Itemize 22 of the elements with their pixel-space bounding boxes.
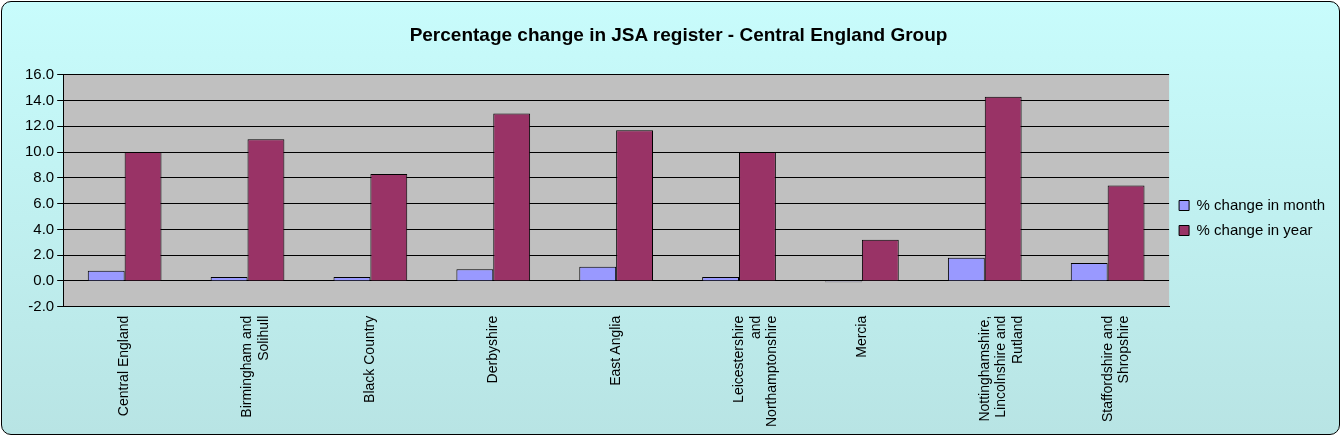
legend-label: % change in month	[1196, 195, 1326, 213]
y-tick-label: 10.0	[24, 142, 55, 160]
x-tick-label: Nottinghamshire, Lincolnshire and Rutland	[975, 315, 1026, 422]
x-tick-label: Black Country	[361, 315, 378, 403]
y-tick-label: 0.0	[33, 271, 55, 289]
x-tick-label: Central England	[115, 315, 132, 417]
y-tick-label: 16.0	[24, 64, 55, 82]
x-tick-label: Derbyshire	[484, 315, 501, 384]
y-tick-label: 8.0	[33, 168, 55, 186]
x-tick-label: Leicestershire and Northamptonshire	[729, 315, 780, 428]
x-tick-label: East Anglia	[607, 315, 623, 386]
y-tick-label: 4.0	[33, 219, 55, 237]
y-tick-label: 12.0	[24, 116, 55, 134]
x-tick-label: Staffordshire and Shropshire	[1098, 315, 1132, 423]
y-tick-label: -2.0	[28, 296, 55, 314]
y-tick-label: 2.0	[33, 245, 55, 263]
y-tick-label: 14.0	[24, 90, 55, 108]
x-tick-label: Mercia	[852, 315, 869, 358]
chart-title: Percentage change in JSA register - Central England Group	[409, 23, 948, 45]
legend-label: % change in year	[1196, 220, 1313, 238]
x-tick-label: Birmingham and Solihull	[238, 315, 272, 418]
y-tick-label: 6.0	[33, 193, 55, 211]
